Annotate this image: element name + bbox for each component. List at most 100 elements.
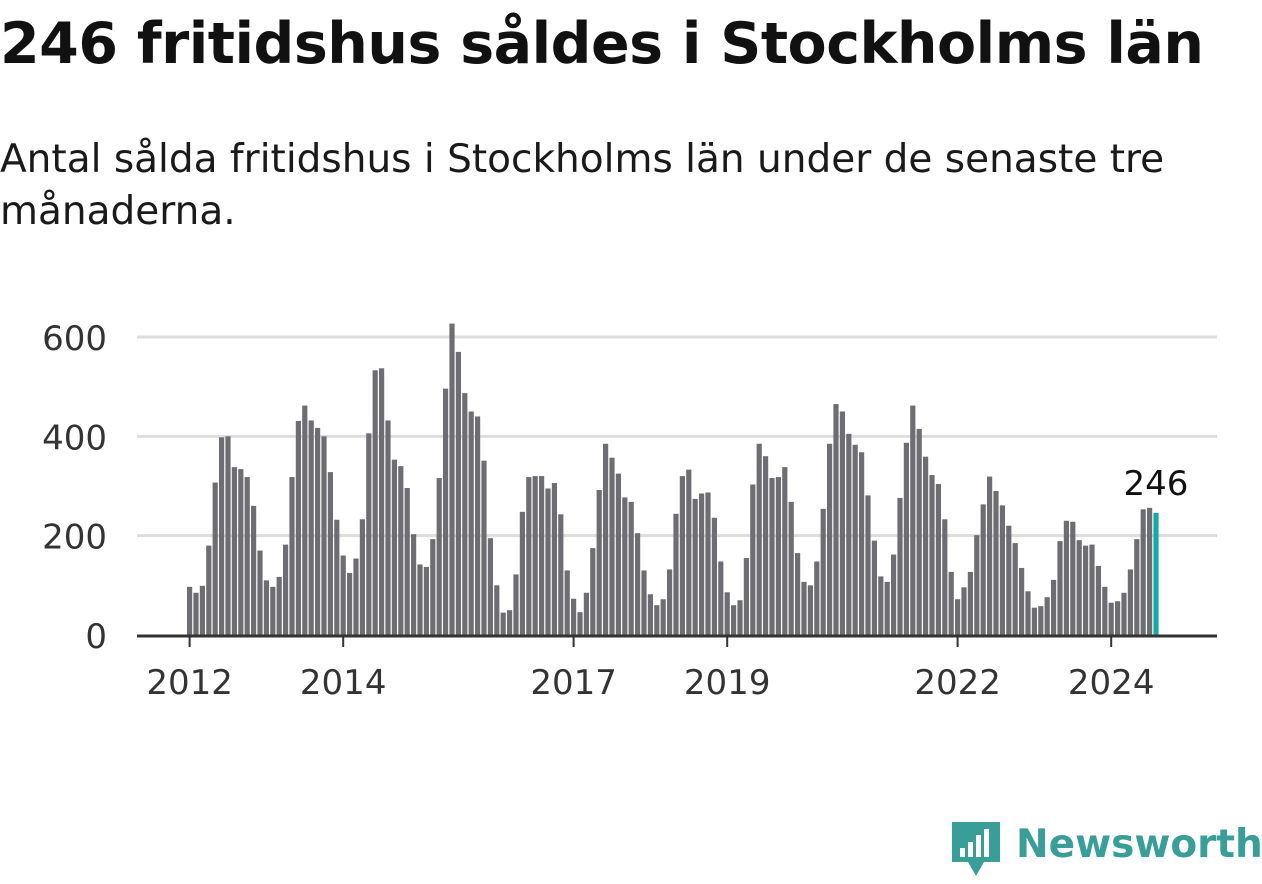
bar bbox=[647, 594, 653, 635]
page-title: 246 fritidshus såldes i Stockholms län bbox=[0, 11, 1204, 77]
bar bbox=[244, 477, 250, 635]
bar bbox=[295, 420, 301, 635]
bar bbox=[1095, 565, 1101, 635]
bar bbox=[231, 467, 237, 635]
bar bbox=[833, 404, 839, 635]
bar bbox=[654, 605, 660, 635]
bar bbox=[340, 555, 346, 635]
bar bbox=[1038, 606, 1044, 635]
bar bbox=[641, 570, 647, 635]
y-tick-label: 0 bbox=[85, 617, 107, 657]
bar bbox=[916, 428, 922, 635]
bar bbox=[615, 473, 621, 635]
bar bbox=[372, 370, 378, 635]
bar bbox=[302, 405, 308, 635]
bar bbox=[187, 586, 193, 635]
brand-logo: Newsworthy bbox=[950, 818, 1262, 880]
bar bbox=[411, 534, 417, 635]
bar-highlight bbox=[1153, 512, 1159, 635]
bar bbox=[801, 581, 807, 635]
bar bbox=[705, 492, 711, 635]
bar bbox=[481, 460, 487, 635]
bar bbox=[628, 501, 634, 635]
bar bbox=[391, 459, 397, 635]
bar bbox=[1089, 544, 1095, 635]
latest-value-label: 246 bbox=[1124, 464, 1189, 504]
bar bbox=[1070, 521, 1076, 635]
bar bbox=[699, 493, 705, 635]
bar bbox=[1108, 602, 1114, 635]
bar bbox=[475, 416, 481, 635]
bar bbox=[526, 477, 532, 635]
bar bbox=[769, 478, 775, 635]
bar bbox=[814, 561, 820, 635]
bar bbox=[788, 501, 794, 635]
bar bbox=[897, 497, 903, 635]
bar bbox=[993, 490, 999, 635]
bar bbox=[878, 576, 884, 635]
bar-chart: 0 200 400 600 2012 2014 2017 2019 2022 2024 246 bbox=[42, 319, 1217, 703]
bar bbox=[1006, 525, 1012, 635]
bar bbox=[923, 456, 929, 635]
bar bbox=[1140, 509, 1146, 635]
bar bbox=[347, 572, 353, 635]
data-labels: 246 bbox=[1124, 464, 1189, 504]
bar bbox=[327, 472, 333, 635]
x-tick-label: 2022 bbox=[914, 663, 1001, 703]
bar bbox=[321, 436, 327, 635]
bar bbox=[513, 574, 519, 635]
y-tick-label: 600 bbox=[42, 319, 107, 359]
bar bbox=[257, 550, 263, 635]
bar bbox=[987, 476, 993, 635]
bar bbox=[660, 599, 666, 635]
bar bbox=[859, 452, 865, 635]
bar bbox=[436, 478, 442, 635]
bar bbox=[404, 487, 410, 635]
y-tick-label: 200 bbox=[42, 518, 107, 558]
bar bbox=[519, 511, 525, 635]
bar bbox=[622, 497, 628, 635]
bar bbox=[667, 569, 673, 635]
bar bbox=[539, 476, 545, 635]
bar bbox=[334, 519, 340, 635]
x-tick-label: 2024 bbox=[1068, 663, 1155, 703]
bar bbox=[948, 571, 954, 635]
bar-series bbox=[187, 323, 1159, 635]
bar bbox=[379, 368, 385, 635]
bar bbox=[276, 576, 282, 635]
bar bbox=[289, 477, 295, 635]
bar bbox=[590, 548, 596, 635]
bar bbox=[807, 585, 813, 635]
bar bbox=[1012, 543, 1018, 635]
bar bbox=[212, 482, 218, 635]
bar bbox=[1025, 591, 1031, 635]
bar bbox=[1115, 601, 1121, 635]
bar bbox=[468, 411, 474, 635]
bar bbox=[999, 505, 1005, 635]
bar bbox=[967, 571, 973, 635]
bar bbox=[731, 605, 737, 635]
bar bbox=[711, 517, 717, 635]
bar bbox=[743, 558, 749, 635]
bar bbox=[1127, 569, 1133, 635]
bar bbox=[679, 476, 685, 635]
bar bbox=[884, 581, 890, 635]
bar bbox=[692, 498, 698, 635]
bar bbox=[206, 545, 212, 635]
bar bbox=[251, 505, 257, 635]
bar bbox=[782, 467, 788, 635]
x-tick-label: 2017 bbox=[530, 663, 617, 703]
bar bbox=[1147, 507, 1153, 635]
x-axis: 2012 2014 2017 2019 2022 2024 bbox=[137, 634, 1217, 703]
bar bbox=[724, 592, 730, 635]
brand-name: Newsworthy bbox=[1016, 822, 1262, 867]
bar bbox=[891, 554, 897, 635]
bar bbox=[1051, 579, 1057, 635]
bar bbox=[193, 592, 199, 635]
bar bbox=[596, 489, 602, 635]
bar bbox=[1057, 541, 1063, 635]
x-tick-label: 2019 bbox=[684, 663, 771, 703]
bar bbox=[545, 488, 551, 635]
bar bbox=[507, 610, 513, 635]
bar bbox=[673, 513, 679, 635]
